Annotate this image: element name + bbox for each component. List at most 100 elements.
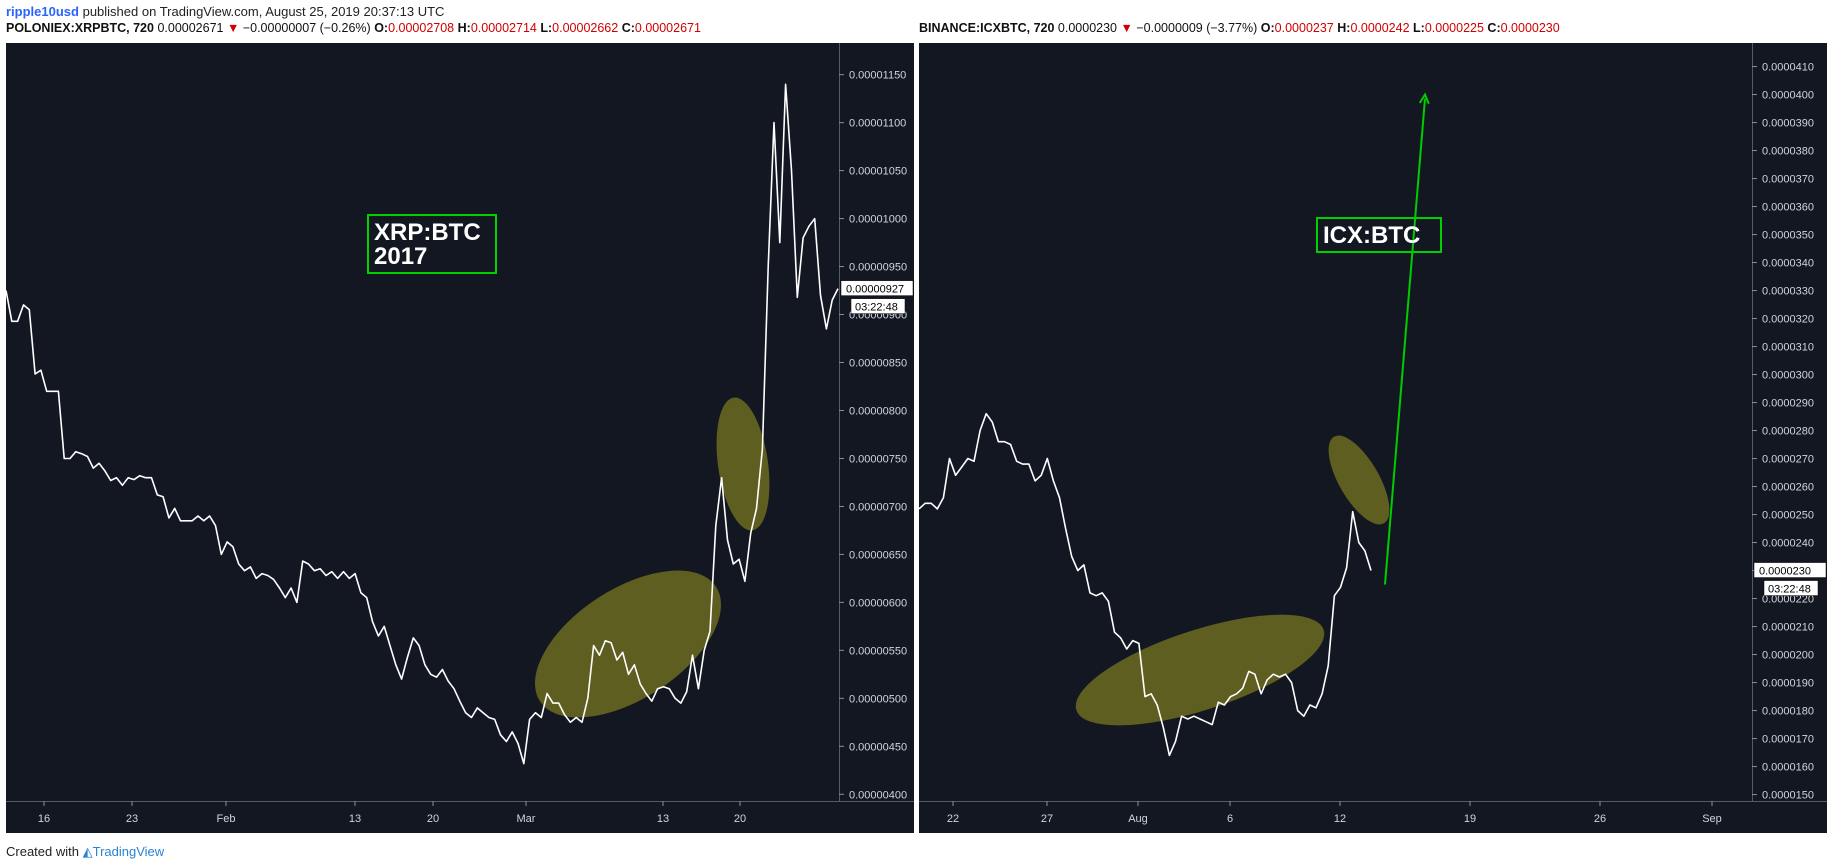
annotation-box[interactable]: [367, 214, 497, 274]
price-axis[interactable]: [839, 43, 914, 801]
y-tick-label: 0.0000200: [1762, 650, 1814, 662]
high-value: 0.00002714: [470, 21, 537, 35]
xrpbtc-chart[interactable]: 0.00001150 0.00001100 0.00001050 0.00001000…: [6, 43, 914, 833]
y-tick-label: 0.0000390: [1762, 118, 1814, 130]
y-tick-label: 0.00000850: [849, 358, 907, 370]
last-price-marker: [840, 280, 914, 296]
projection-arrow[interactable]: [1384, 98, 1426, 585]
y-tick-label: 0.0000150: [1762, 790, 1814, 802]
y-tick-label: 0.0000370: [1762, 174, 1814, 186]
last-price-marker: [1753, 562, 1827, 578]
x-tick-label: 20: [427, 813, 439, 825]
price-line[interactable]: [6, 83, 839, 765]
countdown-label: 03:22:48: [1768, 584, 1811, 596]
author-link[interactable]: ripple10usd: [6, 4, 79, 19]
y-tick-label: 0.00000700: [849, 501, 907, 513]
countdown-marker: [850, 298, 906, 314]
publish-info: ripple10usd published on TradingView.com…: [6, 4, 444, 19]
y-tick-label: 0.0000270: [1762, 454, 1814, 466]
y-tick-label: 0.0000220: [1762, 594, 1814, 606]
annotation-box[interactable]: [1316, 217, 1442, 253]
y-tick-label: 0.00000400: [849, 789, 907, 801]
high-label: H:: [1337, 21, 1351, 35]
y-tick-label: 0.0000320: [1762, 314, 1814, 326]
x-tick-label: 26: [1594, 813, 1606, 825]
low-label: L:: [540, 21, 553, 35]
y-tick-label: 0.00001150: [849, 70, 906, 82]
price-change: −0.0000009 (−3.77%): [1136, 21, 1258, 35]
x-tick-label: Aug: [1128, 813, 1148, 825]
highlight-ellipse[interactable]: [1064, 592, 1336, 748]
close-label: C:: [1487, 21, 1501, 35]
annotation-text: ICX:BTC: [1323, 222, 1420, 249]
highlight-ellipse[interactable]: [709, 394, 777, 534]
x-tick-label: 22: [947, 813, 959, 825]
time-axis[interactable]: [6, 801, 914, 833]
x-tick-label: 19: [1464, 813, 1476, 825]
y-tick-label: 0.00000650: [849, 549, 907, 561]
y-tick-label: 0.0000160: [1762, 762, 1814, 774]
highlight-ellipse[interactable]: [510, 541, 746, 748]
y-tick-label: 0.0000300: [1762, 370, 1814, 382]
plot-area[interactable]: [919, 43, 1752, 801]
open-value: 0.00002708: [388, 21, 455, 35]
high-value: 0.0000242: [1350, 21, 1410, 35]
y-tick-label: 0.0000410: [1762, 62, 1814, 74]
y-tick-label: 0.00001050: [849, 166, 907, 178]
x-tick-label: Feb: [217, 813, 236, 825]
legend-xrpbtc: POLONIEX:XRPBTC, 720 0.00002671 ▼ −0.000…: [6, 21, 701, 35]
y-tick-label: 0.0000210: [1762, 622, 1814, 634]
y-tick-label: 0.0000340: [1762, 258, 1814, 270]
tradingview-brand-link[interactable]: TradingView: [92, 844, 165, 859]
symbol-label[interactable]: POLONIEX:XRPBTC, 720: [6, 21, 154, 35]
price-axis[interactable]: [1752, 43, 1827, 801]
projection-arrow-head-icon: [1418, 92, 1430, 105]
created-with-text: Created with: [6, 844, 79, 859]
countdown-label: 03:22:48: [855, 302, 898, 314]
x-tick-label: 23: [126, 813, 138, 825]
y-tick-label: 0.0000170: [1762, 734, 1814, 746]
open-label: O:: [1260, 21, 1275, 35]
symbol-label[interactable]: BINANCE:ICXBTC, 720: [919, 21, 1055, 35]
y-tick-label: 0.00000950: [849, 262, 907, 274]
last-price-label: 0.00000927: [846, 284, 904, 296]
last-price-label: 0.0000230: [1759, 566, 1811, 578]
last-price: 0.0000230: [1057, 21, 1118, 35]
y-tick-label: 0.0000180: [1762, 706, 1814, 718]
open-value: 0.0000237: [1274, 21, 1334, 35]
close-value: 0.0000230: [1500, 21, 1560, 35]
y-tick-label: 0.0000250: [1762, 510, 1814, 522]
footer: Created with ◭TradingView: [6, 844, 164, 860]
y-tick-label: 0.00000550: [849, 645, 907, 657]
tradingview-logo-icon: ◭: [82, 844, 93, 859]
x-tick-label: 13: [657, 813, 669, 825]
y-tick-label: 0.0000400: [1762, 90, 1814, 102]
close-label: C:: [621, 21, 635, 35]
y-tick-label: 0.0000350: [1762, 230, 1814, 242]
last-price: 0.00002671: [157, 21, 224, 35]
y-tick-label: 0.0000310: [1762, 342, 1814, 354]
low-label: L:: [1413, 21, 1425, 35]
y-tick-label: 0.0000290: [1762, 398, 1814, 410]
x-tick-label: 27: [1041, 813, 1053, 825]
y-tick-label: 0.00001000: [849, 214, 907, 226]
low-value: 0.0000225: [1424, 21, 1484, 35]
close-value: 0.00002671: [634, 21, 701, 35]
x-tick-label: 13: [349, 813, 361, 825]
x-tick-label: 6: [1227, 813, 1233, 825]
time-axis[interactable]: [919, 801, 1827, 833]
x-tick-label: 12: [1334, 813, 1346, 825]
icxbtc-chart[interactable]: 0.0000410 0.0000400 0.0000390 0.0000380 0.00…: [919, 43, 1827, 833]
annotation-text: XRP:BTC: [374, 219, 481, 246]
highlight-ellipse[interactable]: [1317, 427, 1402, 534]
price-line[interactable]: [919, 412, 1372, 757]
published-text: published on TradingView.com, August 25,…: [82, 4, 445, 19]
plot-area[interactable]: [6, 43, 839, 801]
y-tick-label: 0.0000380: [1762, 146, 1814, 158]
x-tick-label: 20: [734, 813, 746, 825]
y-tick-label: 0.0000260: [1762, 482, 1814, 494]
y-tick-label: 0.0000360: [1762, 202, 1814, 214]
down-arrow-icon: ▼: [226, 21, 240, 35]
x-tick-label: 16: [38, 813, 50, 825]
y-tick-label: 0.00001100: [849, 118, 906, 130]
